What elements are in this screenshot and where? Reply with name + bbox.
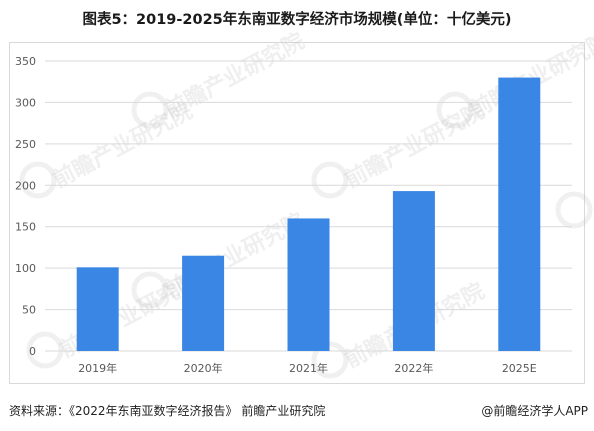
y-tick-label: 0 xyxy=(29,345,36,358)
x-axis-ticks: 2019年 2020年 2021年 2022年 2025E xyxy=(78,361,537,375)
y-axis-ticks: 0 50 100 150 200 250 300 350 xyxy=(15,55,36,358)
watermark-3: 前瞻产业研究院 xyxy=(311,98,489,199)
x-tick-label: 2020年 xyxy=(184,361,223,375)
y-tick-label: 300 xyxy=(15,96,36,109)
bar-2022年 xyxy=(392,191,435,351)
y-tick-label: 350 xyxy=(15,55,36,68)
credit-note: @前瞻经济学人APP xyxy=(481,404,588,418)
y-tick-label: 100 xyxy=(15,262,36,275)
x-tick-label: 2025E xyxy=(502,362,537,375)
y-tick-label: 50 xyxy=(22,304,36,317)
chart-title: 图表5：2019-2025年东南亚数字经济市场规模(单位：十亿美元) xyxy=(82,12,512,28)
bar-2020年 xyxy=(182,255,225,351)
x-tick-label: 2022年 xyxy=(394,361,433,375)
bars xyxy=(76,77,541,352)
y-tick-label: 250 xyxy=(15,138,36,151)
y-tick-label: 150 xyxy=(15,221,36,234)
y-tick-label: 200 xyxy=(15,179,36,192)
bar-2019年 xyxy=(76,267,119,351)
watermark-text: 前瞻产业研究院 xyxy=(161,28,309,123)
source-note: 资料来源：《2022年东南亚数字经济报告》 前瞻产业研究院 xyxy=(9,404,326,418)
watermark-text: 前瞻产业研究院 xyxy=(341,98,489,193)
x-tick-label: 2019年 xyxy=(78,361,117,375)
watermark-8 xyxy=(555,191,593,229)
bar-2025E xyxy=(498,77,541,352)
bar-2021年 xyxy=(287,218,330,351)
x-tick-label: 2021年 xyxy=(289,361,328,375)
